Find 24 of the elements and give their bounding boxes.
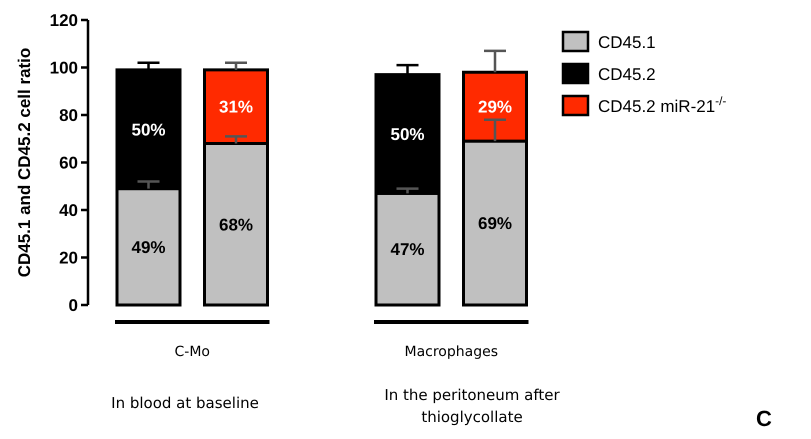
- y-tick-label: 40: [59, 201, 78, 220]
- y-tick-label: 120: [50, 11, 78, 30]
- y-tick-label: 100: [50, 58, 78, 78]
- legend-label: CD45.2 miR-21$^{-/-}$: [598, 94, 726, 116]
- y-tick-label: 20: [59, 248, 78, 268]
- text: In the peritoneum after thioglycollate: [384, 386, 560, 426]
- y-tick-label: 80: [59, 106, 78, 125]
- y-axis-title: CD45.1 and CD45.2 cell ratio: [15, 48, 34, 278]
- y-tick-label: 60: [59, 154, 78, 172]
- data-label: 50%: [131, 120, 166, 140]
- legend-label: CD45.1: [598, 33, 656, 52]
- data-label: 29%: [478, 98, 512, 117]
- data-label: 68%: [218, 215, 254, 234]
- text: In blood at baseline: [111, 394, 259, 412]
- data-label: 31%: [218, 98, 254, 117]
- data-label: 47%: [390, 240, 425, 260]
- text: Macrophages: [404, 344, 498, 360]
- y-tick-label: 0: [68, 296, 78, 315]
- text: C-Mo: [174, 344, 210, 360]
- data-label: 50%: [390, 125, 425, 144]
- data-label: 69%: [478, 214, 512, 234]
- legend-label: CD45.2: [598, 65, 656, 84]
- text: C: [756, 406, 772, 431]
- data-label: 49%: [131, 238, 166, 257]
